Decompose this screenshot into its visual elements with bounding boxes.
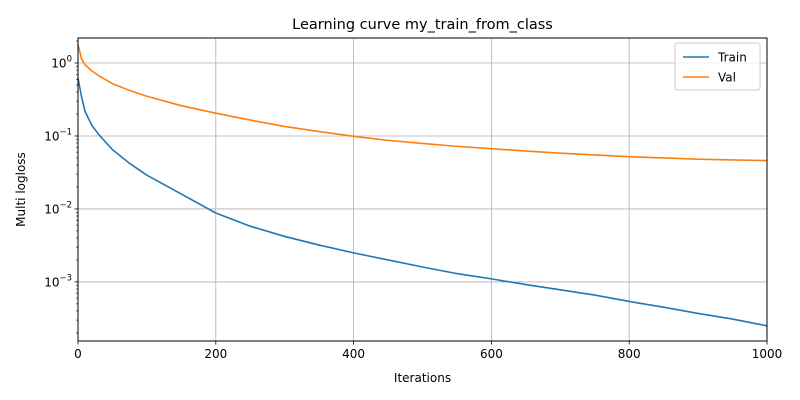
x-axis-title: Iterations <box>394 371 451 385</box>
x-tick-label: 800 <box>618 347 641 361</box>
y-axis-title: Multi logloss <box>14 152 28 227</box>
y-tick-label: 10−1 <box>44 127 72 143</box>
grid <box>77 38 768 341</box>
legend: Train Val <box>674 42 761 91</box>
chart-title: Learning curve my_train_from_class <box>292 17 553 33</box>
x-tick-label: 200 <box>204 347 227 361</box>
legend-label-train: Train <box>717 51 747 65</box>
y-tick-label: 10−3 <box>44 273 72 289</box>
x-tick-label: 400 <box>342 347 365 361</box>
series-lines <box>77 44 768 327</box>
legend-label-val: Val <box>718 71 736 85</box>
x-tick-label: 1000 <box>752 347 783 361</box>
x-tick-label: 600 <box>480 347 503 361</box>
plot-frame <box>77 37 768 342</box>
y-tick-label: 100 <box>51 54 72 70</box>
x-tick-label: 0 <box>74 347 82 361</box>
x-axis-ticks: 0 200 400 600 800 1000 <box>74 341 782 361</box>
y-axis-ticks: 10−3 10−2 10−1 100 <box>44 40 78 334</box>
legend-box <box>674 42 761 91</box>
series-line-val <box>77 44 768 162</box>
y-tick-label: 10−2 <box>44 200 72 216</box>
series-line-train <box>77 77 768 327</box>
